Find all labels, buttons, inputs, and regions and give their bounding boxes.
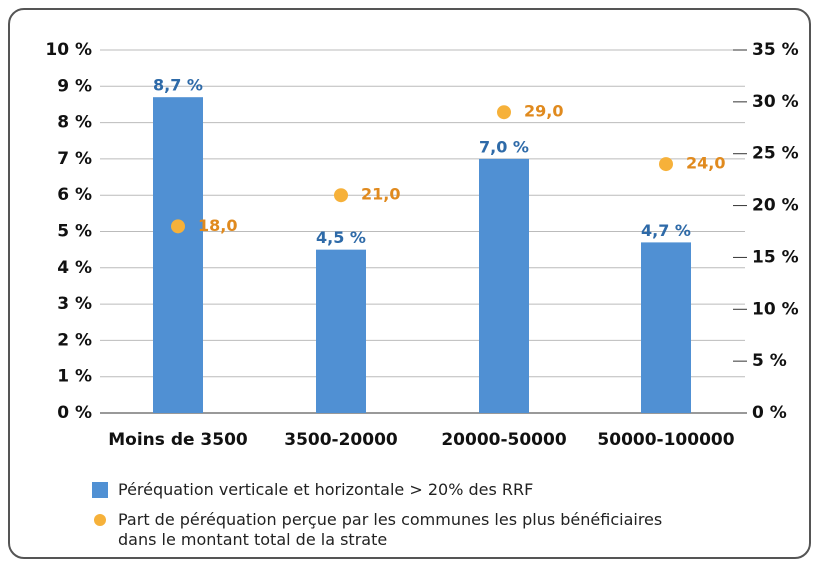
y-tick-label: 9 % xyxy=(57,76,92,96)
y-tick-label: 3 % xyxy=(57,294,92,314)
y2-tick-label: 15 % xyxy=(752,247,799,267)
y-tick-label: 5 % xyxy=(57,222,92,242)
dot xyxy=(497,105,511,120)
legend-item: Part de péréquation perçue par les commu… xyxy=(92,510,662,550)
y2-tick-label: 10 % xyxy=(752,299,799,319)
x-tick-label: Moins de 3500 xyxy=(108,430,248,450)
x-tick-label: 20000-50000 xyxy=(441,430,567,450)
y2-tick-label: 35 % xyxy=(752,40,799,60)
y2-tick-label: 25 % xyxy=(752,144,799,164)
dot-label: 21,0 xyxy=(361,185,400,204)
y2-tick-label: 30 % xyxy=(752,92,799,112)
y-tick-label: 2 % xyxy=(57,330,92,350)
bar-label: 4,7 % xyxy=(641,221,691,240)
bar xyxy=(641,242,691,413)
legend-text: Péréquation verticale et horizontale > 2… xyxy=(118,480,534,499)
x-tick-label: 50000-100000 xyxy=(597,430,734,450)
legend: Péréquation verticale et horizontale > 2… xyxy=(92,480,662,560)
y-tick-label: 1 % xyxy=(57,367,92,387)
dot xyxy=(171,219,185,234)
bar xyxy=(316,249,366,413)
bar-label: 7,0 % xyxy=(479,137,529,156)
dot xyxy=(659,157,673,172)
y-tick-label: 6 % xyxy=(57,185,92,205)
bar xyxy=(479,158,529,413)
y-tick-label: 8 % xyxy=(57,113,92,133)
y-tick-label: 10 % xyxy=(45,40,92,60)
y2-tick-label: 0 % xyxy=(752,403,787,423)
bar-label: 4,5 % xyxy=(316,228,366,247)
dot-label: 29,0 xyxy=(524,102,563,121)
y-tick-label: 7 % xyxy=(57,149,92,169)
y2-tick-label: 5 % xyxy=(752,351,787,371)
legend-item: Péréquation verticale et horizontale > 2… xyxy=(92,480,662,500)
legend-swatch xyxy=(94,514,106,526)
bar-label: 8,7 % xyxy=(153,76,203,95)
y-tick-label: 0 % xyxy=(57,403,92,423)
legend-text: Part de péréquation perçue par les commu… xyxy=(118,510,663,549)
x-tick-label: 3500-20000 xyxy=(284,430,398,450)
dot-label: 18,0 xyxy=(198,216,237,235)
y2-tick-label: 20 % xyxy=(752,196,799,216)
bar xyxy=(153,97,203,413)
dot xyxy=(334,188,348,203)
frame xyxy=(8,8,811,559)
y-tick-label: 4 % xyxy=(57,258,92,278)
legend-swatch xyxy=(92,482,108,498)
dot-label: 24,0 xyxy=(686,154,725,173)
